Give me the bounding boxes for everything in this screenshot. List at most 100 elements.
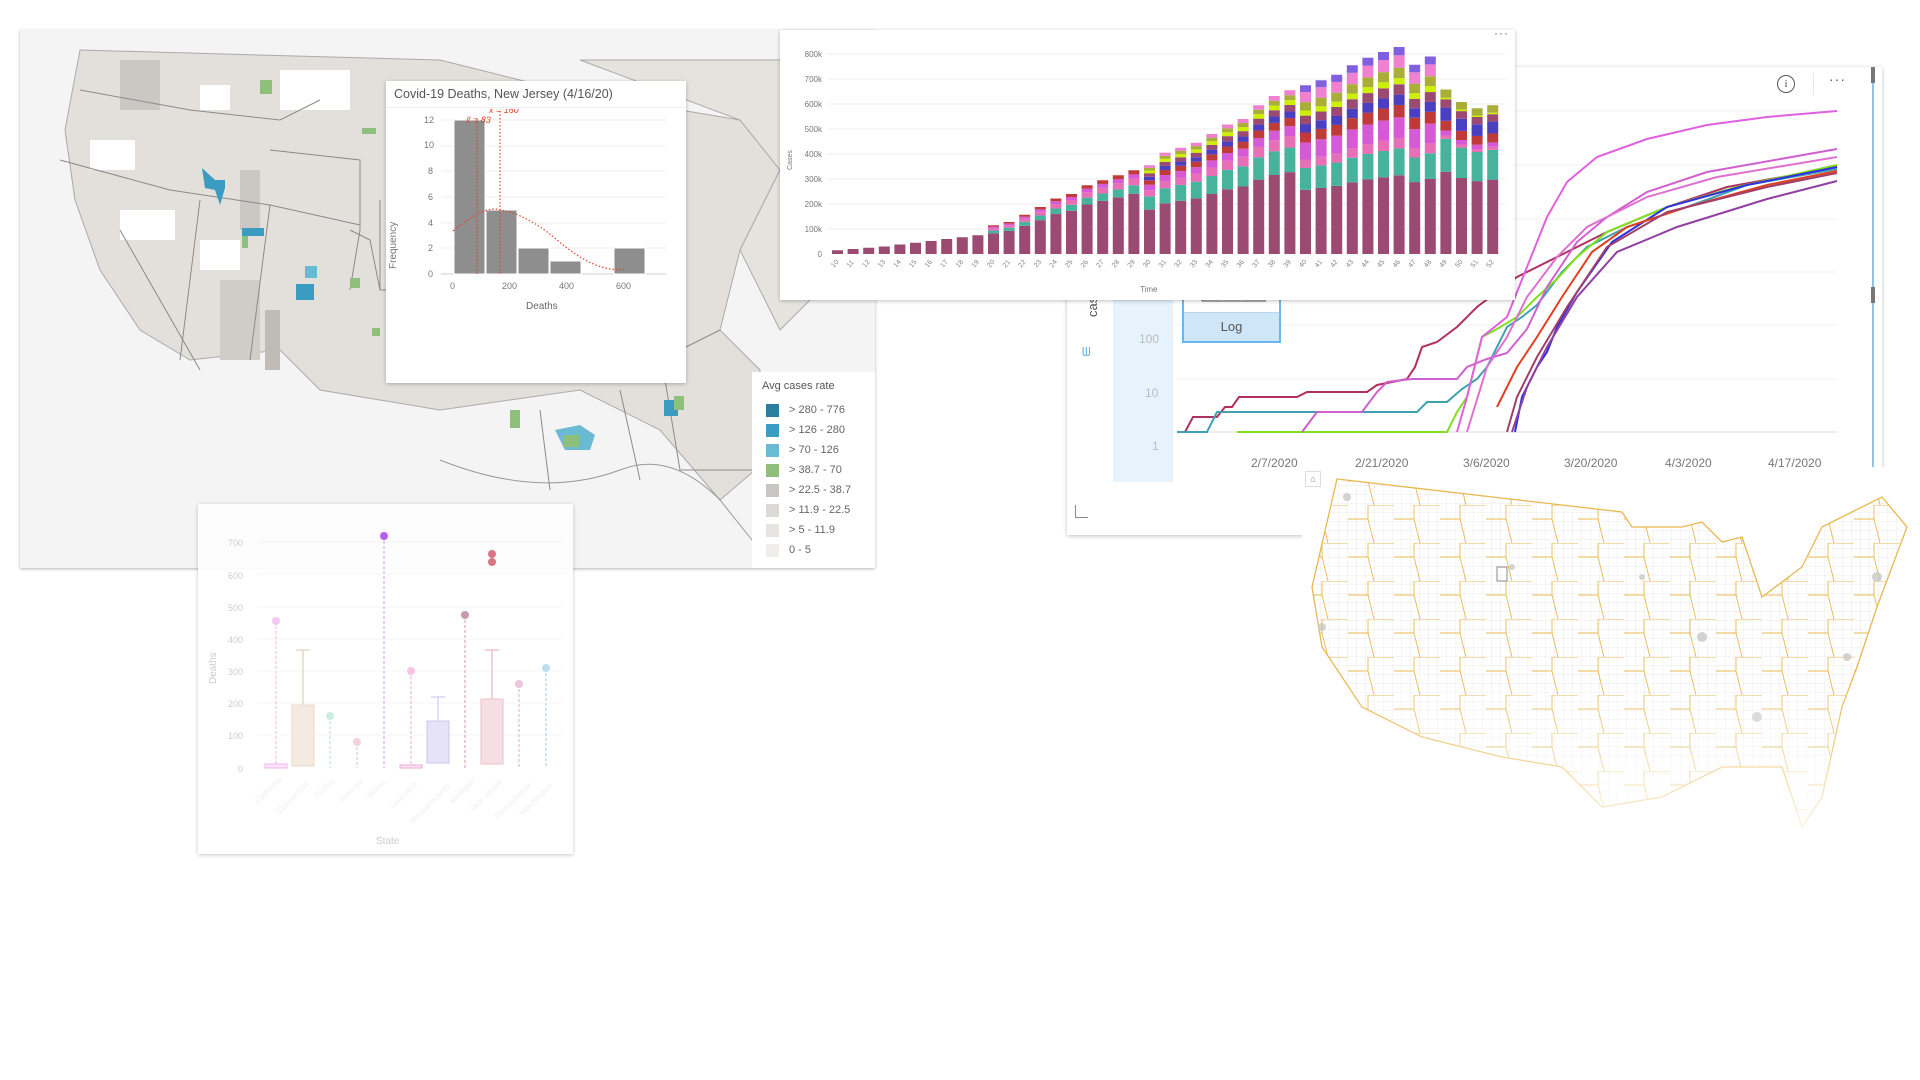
legend-label: > 280 - 776 (789, 404, 845, 416)
svg-text:x̃ = 83: x̃ = 83 (465, 115, 491, 125)
svg-text:21: 21 (1002, 259, 1012, 270)
log-label: Log (1184, 312, 1279, 341)
box-plot-card[interactable]: 700 600 500 400 300 200 100 0 Deaths State Cali… (198, 504, 573, 854)
svg-text:State: State (376, 836, 400, 847)
svg-text:300k: 300k (805, 175, 823, 184)
home-icon[interactable]: ⌂ (1305, 471, 1321, 487)
svg-text:20: 20 (986, 259, 996, 270)
legend-swatch (766, 483, 779, 497)
svg-text:24: 24 (1049, 259, 1059, 270)
legend-swatch (766, 443, 779, 457)
svg-text:500k: 500k (805, 125, 823, 134)
svg-text:10: 10 (424, 140, 434, 150)
svg-text:300: 300 (228, 667, 243, 677)
legend-label: > 22.5 - 38.7 (789, 484, 852, 496)
x-axis-label: Time (1140, 285, 1158, 294)
legend-swatch (766, 423, 779, 437)
legend-item: > 11.9 - 22.5 (766, 502, 850, 518)
svg-text:46: 46 (1392, 259, 1402, 270)
map-canvas (1302, 467, 1920, 852)
svg-text:6: 6 (428, 192, 433, 202)
legend-swatch (766, 503, 779, 517)
svg-text:12: 12 (861, 259, 871, 270)
legend-swatch (766, 523, 779, 537)
svg-text:27: 27 (1095, 259, 1105, 270)
legend-label: > 5 - 11.9 (789, 524, 835, 536)
svg-text:600: 600 (228, 571, 243, 581)
svg-text:200: 200 (228, 699, 243, 709)
info-icon[interactable]: i (1777, 75, 1795, 93)
svg-text:19: 19 (971, 259, 981, 270)
svg-text:4/17/2020: 4/17/2020 (1768, 456, 1822, 470)
svg-text:0: 0 (450, 281, 455, 291)
svg-text:100k: 100k (805, 225, 823, 234)
legend-label: > 38.7 - 70 (789, 464, 842, 476)
svg-text:16: 16 (924, 259, 934, 270)
histogram-card[interactable]: Covid-19 Deaths, New Jersey (4/16/20) Fr… (386, 81, 686, 383)
svg-text:2: 2 (428, 243, 433, 253)
legend-item: > 22.5 - 38.7 (766, 482, 851, 498)
svg-text:100: 100 (1139, 332, 1159, 346)
legend-item: > 280 - 776 (766, 402, 845, 418)
svg-text:1: 1 (1152, 439, 1159, 453)
svg-text:13: 13 (877, 259, 887, 270)
svg-text:2/21/2020: 2/21/2020 (1355, 456, 1409, 470)
svg-text:52: 52 (1485, 259, 1495, 270)
svg-text:100: 100 (228, 731, 243, 741)
svg-text:23: 23 (1033, 259, 1043, 270)
svg-text:400k: 400k (805, 150, 823, 159)
svg-text:17: 17 (939, 259, 949, 270)
legend-label: 0 - 5 (789, 544, 812, 556)
svg-text:Florida: Florida (313, 776, 337, 800)
legend-item: > 5 - 11.9 (766, 522, 835, 538)
svg-text:Deaths: Deaths (208, 652, 219, 684)
svg-text:31: 31 (1158, 259, 1168, 270)
svg-text:10: 10 (830, 259, 840, 270)
svg-text:4/3/2020: 4/3/2020 (1665, 456, 1712, 470)
legend-swatch (766, 543, 779, 557)
region-boundary-map[interactable]: ⌂ (1302, 467, 1920, 852)
svg-text:29: 29 (1127, 259, 1137, 270)
legend-item: > 38.7 - 70 (766, 462, 842, 478)
svg-text:700: 700 (228, 538, 243, 548)
svg-text:200k: 200k (805, 200, 823, 209)
svg-text:39: 39 (1283, 259, 1293, 270)
svg-text:30: 30 (1142, 259, 1152, 270)
legend-item: > 70 - 126 (766, 442, 839, 458)
svg-text:200: 200 (502, 281, 517, 291)
axis-scale-icon[interactable]: ᗯ (1082, 345, 1091, 359)
legend-label: > 70 - 126 (789, 444, 839, 456)
resize-handle[interactable] (1871, 287, 1875, 303)
svg-text:0: 0 (818, 250, 823, 259)
svg-text:18: 18 (955, 259, 965, 270)
scrollbar-track[interactable] (1872, 67, 1874, 467)
svg-text:47: 47 (1407, 259, 1417, 270)
svg-text:33: 33 (1189, 259, 1199, 270)
svg-text:34: 34 (1205, 259, 1215, 270)
stacked-bar-card[interactable]: ··· 0 100k 200k 300k 400k 500k 600k 700k 800k Ca… (780, 26, 1515, 300)
ellipsis-icon[interactable]: ··· (1829, 71, 1846, 87)
svg-text:40: 40 (1298, 259, 1308, 270)
svg-text:400: 400 (559, 281, 574, 291)
svg-text:Louisiana: Louisiana (388, 779, 419, 810)
x-axis-label: Deaths (526, 301, 558, 312)
svg-text:25: 25 (1064, 259, 1074, 270)
scrollbar-thumb[interactable] (1871, 67, 1875, 83)
svg-text:3/20/2020: 3/20/2020 (1564, 456, 1618, 470)
legend-title: Avg cases rate (762, 380, 835, 392)
ellipsis-icon[interactable]: ··· (1494, 26, 1509, 40)
svg-text:22: 22 (1017, 259, 1027, 270)
svg-text:28: 28 (1111, 259, 1121, 270)
legend-swatch (766, 403, 779, 417)
svg-text:12: 12 (424, 115, 434, 125)
svg-text:35: 35 (1220, 259, 1230, 270)
svg-text:36: 36 (1236, 259, 1246, 270)
svg-text:4: 4 (428, 218, 433, 228)
divider (1813, 73, 1814, 95)
corner-handle[interactable] (1075, 505, 1088, 518)
svg-text:500: 500 (228, 603, 243, 613)
svg-text:42: 42 (1329, 259, 1339, 270)
svg-text:0: 0 (238, 764, 243, 774)
map-legend: Avg cases rate > 280 - 776 > 126 - 280 >… (752, 372, 875, 568)
